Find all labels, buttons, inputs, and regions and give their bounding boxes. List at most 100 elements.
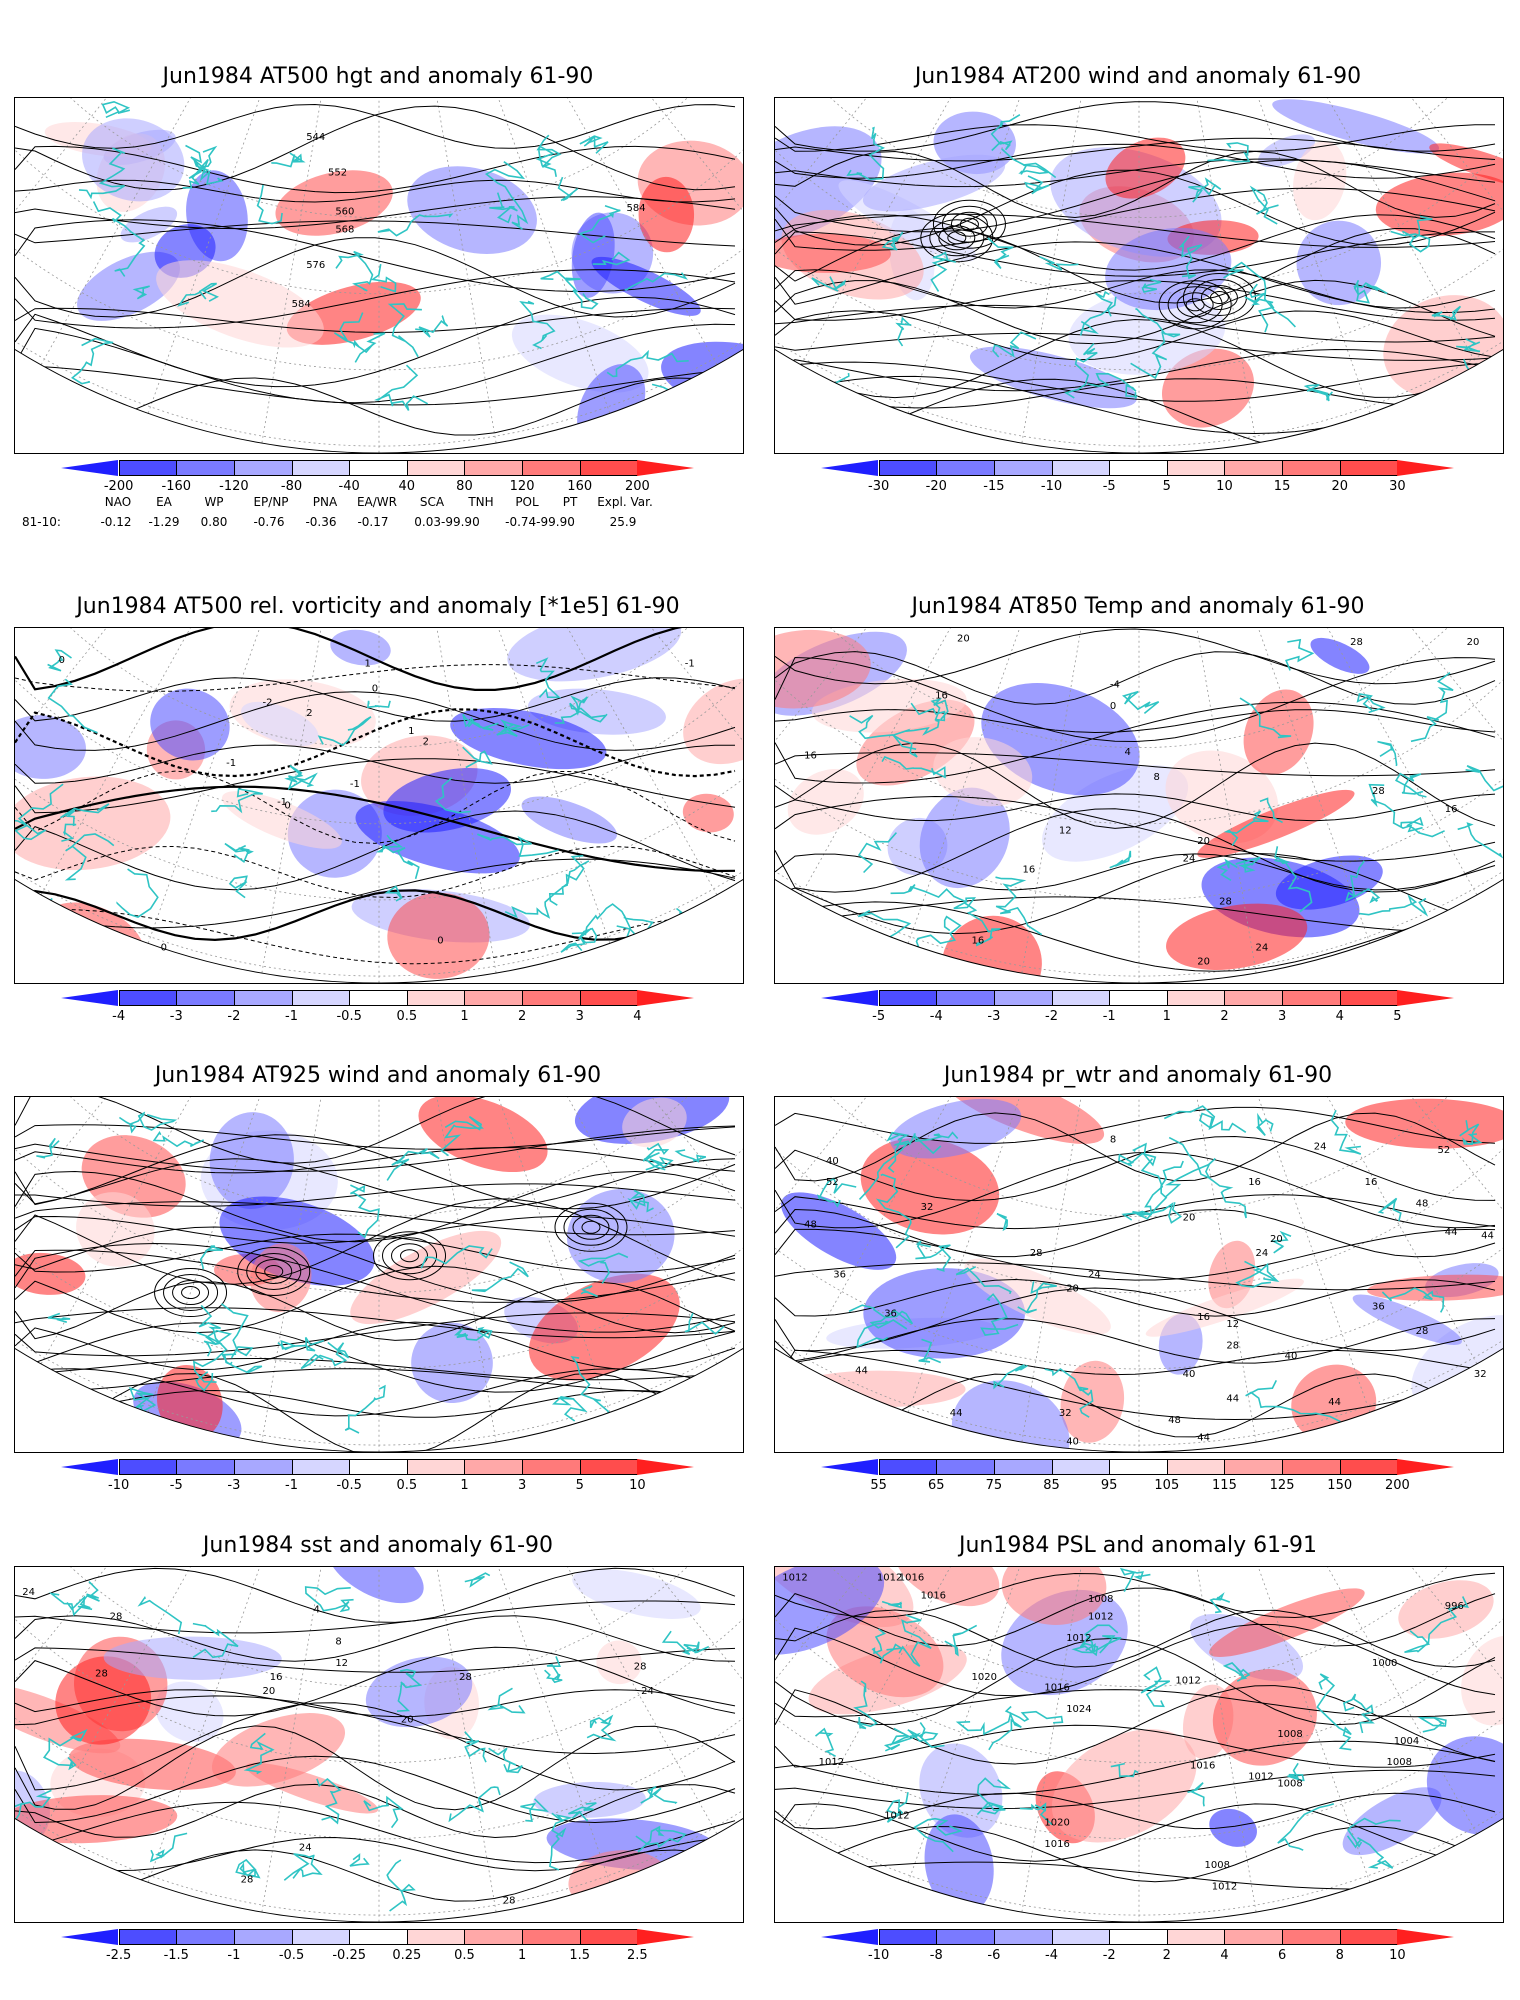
anomaly-shading [787, 768, 864, 835]
contour-line [15, 1647, 736, 1673]
contour-label: 32 [921, 1202, 934, 1213]
coastline [1209, 1592, 1231, 1614]
coastline [554, 710, 608, 724]
contour-label: 576 [306, 260, 325, 271]
colorbar-tick-label: -0.25 [332, 1948, 366, 1963]
latitude-circle [15, 1567, 743, 1840]
meridian-line [1021, 1097, 1140, 1443]
coastline [1132, 1160, 1184, 1220]
contour-line [15, 1695, 736, 1755]
anomaly-shading [156, 260, 324, 348]
colorbar-segment [464, 460, 524, 476]
colorbar-segment [349, 990, 408, 1006]
colorbar-right-arrow [637, 1929, 695, 1945]
streamline-vortex [572, 1214, 610, 1240]
contour-line [775, 1262, 1496, 1291]
colorbar-tick-label: 8 [1335, 1948, 1344, 1963]
colorbar-segment [522, 1929, 581, 1945]
contour-line [15, 105, 736, 191]
contour-line [15, 145, 736, 194]
colorbar-tick-label: 200 [624, 479, 650, 494]
colorbar-segment [176, 990, 235, 1006]
coastline [1223, 261, 1296, 328]
colorbar-segment [233, 1929, 293, 1945]
contour-label: 16 [804, 751, 817, 762]
coastline [1071, 1624, 1119, 1657]
streamline [775, 375, 1496, 435]
coastline [434, 777, 471, 814]
teleconnection-header: NAO [104, 495, 132, 509]
streamline-vortex [1167, 286, 1223, 324]
contour-label: 1004 [1394, 1736, 1419, 1747]
contour-label: 16 [1248, 1177, 1261, 1188]
contour-label: 0 [161, 942, 167, 953]
coastline [116, 868, 159, 918]
contour-label: 1 [364, 658, 370, 669]
streamline [775, 304, 1496, 343]
contour-line [15, 1567, 736, 1623]
anomaly-shading [781, 1192, 897, 1270]
contour-label: 552 [328, 167, 347, 178]
coastline [990, 114, 1021, 152]
colorbar-tick-label: 0.5 [396, 1478, 418, 1493]
meridian-line [1021, 98, 1140, 444]
contour-line [15, 1801, 736, 1864]
meridian-line [40, 1567, 380, 1835]
colorbar-segment [936, 460, 995, 476]
contour-label: 28 [1219, 896, 1232, 907]
anomaly-shading [387, 892, 490, 979]
meridian-line [1138, 98, 1257, 444]
contour-label: 1 [408, 726, 414, 737]
coastline [1239, 697, 1292, 739]
contour-label: 24 [641, 1686, 654, 1697]
contour-line [775, 793, 1496, 822]
colorbar-tick-label: 1 [1162, 1009, 1171, 1024]
meridian-line [261, 628, 380, 974]
coastline [846, 126, 886, 181]
streamline-vortex [941, 205, 997, 243]
coastline [976, 1777, 1012, 1816]
coastline [519, 300, 556, 350]
anomaly-shading [941, 915, 1042, 983]
meridian-line [147, 1567, 380, 1883]
anomaly-shading [775, 629, 871, 709]
contour-line [775, 1792, 1496, 1830]
coastline [1079, 296, 1117, 336]
coastline [814, 1727, 836, 1758]
coastline [930, 251, 957, 292]
colorbar-tick-label: 5 [575, 1478, 584, 1493]
coastline [535, 657, 562, 699]
coastline [177, 282, 220, 307]
colorbar-tick-label: 10 [629, 1478, 646, 1493]
streamline [775, 213, 1496, 248]
streamline [15, 1158, 736, 1209]
coastline [471, 1261, 529, 1293]
contour-label: 12 [1059, 825, 1072, 836]
colorbar-segment [936, 1929, 995, 1945]
panel-title: Jun1984 AT850 Temp and anomaly 61-90 [911, 594, 1365, 619]
coastline [1141, 278, 1162, 293]
coastline [1368, 783, 1423, 833]
contour-label: 48 [1168, 1415, 1181, 1426]
coastline [544, 1656, 563, 1684]
coastline [1303, 384, 1333, 402]
coastline [1110, 1762, 1139, 1778]
coastline [64, 833, 115, 881]
contour-label: 28 [1226, 1340, 1239, 1351]
contour-line [775, 1228, 1496, 1281]
contour-label: 0 [1110, 701, 1116, 712]
contour-label: 12 [1226, 1319, 1239, 1330]
streamline-vortex [929, 219, 985, 257]
colorbar-tick-label: 20 [1331, 479, 1348, 494]
streamline [15, 1198, 736, 1285]
meridian-line [1138, 98, 1503, 300]
streamline [775, 150, 1496, 219]
latitude-circle [15, 98, 743, 371]
coastline [1459, 1120, 1483, 1146]
colorbar-right-arrow [1397, 1929, 1455, 1945]
anomaly-shading [15, 776, 171, 871]
streamline [775, 227, 1496, 304]
coastline [439, 1115, 484, 1157]
contour-label: 32 [1059, 1408, 1072, 1419]
anomaly-shading [150, 688, 230, 761]
